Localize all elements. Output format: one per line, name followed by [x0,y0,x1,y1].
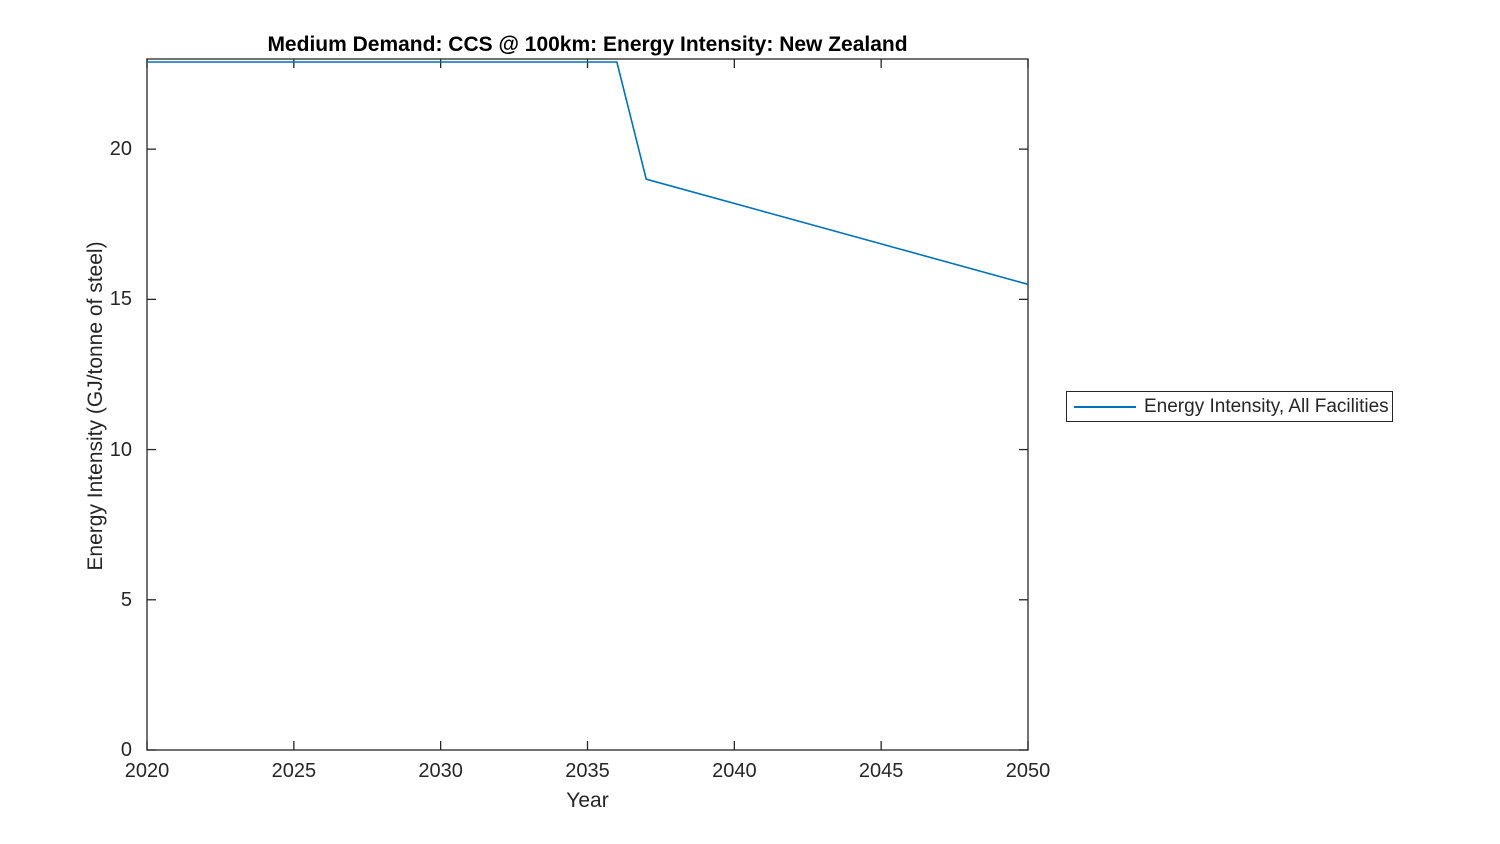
y-tick-label: 5 [120,588,132,611]
x-axis-label: Year [566,789,609,812]
chart-title: Medium Demand: CCS @ 100km: Energy Inten… [267,33,908,56]
legend-entry-label: Energy Intensity, All Facilities [1144,395,1389,417]
y-tick-label: 10 [109,438,132,461]
y-tick-label: 0 [120,739,132,761]
x-tick-label: 2020 [124,760,170,782]
x-tick-label: 2035 [565,760,610,782]
y-tick-label: 15 [109,288,132,311]
x-tick-label: 2050 [1005,760,1051,782]
legend-line-sample [1074,405,1136,408]
x-tick-label: 2025 [271,760,317,782]
x-tick-label: 2045 [858,760,904,782]
series-line [147,61,1029,286]
legend: Energy Intensity, All Facilities [1066,391,1393,422]
axes-box [146,58,1029,751]
y-axis-label: Energy Intensity (GJ/tonne of steel) [84,241,107,571]
x-tick-label: 2040 [712,760,757,782]
y-tick-label: 20 [109,138,132,161]
x-tick-label: 2030 [418,760,463,782]
